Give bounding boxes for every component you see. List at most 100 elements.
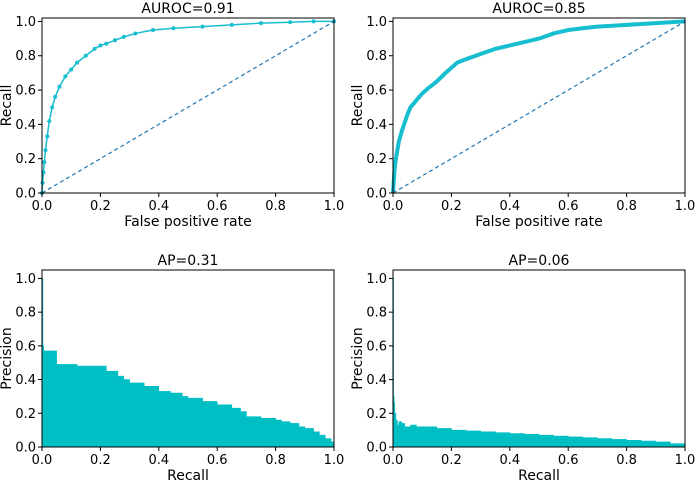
roc-point [45, 134, 50, 139]
roc-point [311, 19, 316, 24]
x-axis-label: Recall [167, 468, 209, 482]
roc-point [43, 148, 48, 153]
roc-point [92, 46, 97, 51]
x-tick-label: 0.6 [558, 453, 579, 468]
roc-point [50, 105, 55, 110]
roc-panel-right: 0.0 0.2 0.4 0.6 0.8 1.0 0.0 0.2 0.4 0.6 0.8 1.0 AURO… [350, 1, 695, 230]
y-tick-label: 1.0 [15, 15, 36, 30]
y-tick-label: 1.0 [366, 272, 387, 287]
x-tick-label: 0.0 [383, 199, 404, 214]
roc-point [171, 26, 176, 31]
x-tick-label: 0.0 [383, 453, 404, 468]
y-axis-label: Recall [0, 85, 15, 127]
y-tick-label: 0.0 [15, 441, 36, 456]
y-tick-label: 0.2 [15, 407, 36, 422]
roc-point [75, 60, 80, 65]
roc-point [150, 28, 155, 33]
roc-point [200, 24, 205, 29]
roc-panel-left: 0.0 0.2 0.4 0.6 0.8 1.0 0.0 0.2 0.4 0.6 0.8 1.0 AURO… [0, 1, 344, 230]
y-tick-label: 0.4 [366, 118, 387, 133]
y-tick-label: 0.8 [366, 306, 387, 321]
x-tick-label: 0.0 [32, 453, 53, 468]
axes-frame [392, 269, 686, 448]
roc-curve-line [391, 19, 686, 194]
y-axis-label: Recall [350, 85, 366, 127]
x-tick-label: 1.0 [675, 453, 696, 468]
x-tick-label: 0.2 [90, 199, 111, 214]
roc-point [47, 118, 52, 123]
panel-title: AUROC=0.85 [492, 1, 585, 17]
y-tick-label: 0.2 [366, 152, 387, 167]
roc-point [98, 43, 103, 48]
y-tick-label: 0.2 [15, 152, 36, 167]
pr-area-series [392, 278, 686, 448]
roc-point [104, 41, 109, 46]
roc-point [42, 160, 47, 165]
roc-point [57, 84, 62, 89]
chance-diagonal-line [41, 20, 335, 194]
y-tick-label: 1.0 [15, 272, 36, 287]
axes-frame [41, 269, 335, 448]
x-tick-label: 0.8 [616, 199, 637, 214]
panel-title: AP=0.06 [509, 253, 570, 269]
x-tick-label: 0.4 [148, 199, 169, 214]
y-tick-label: 0.0 [366, 441, 387, 456]
x-tick-label: 1.0 [675, 199, 696, 214]
y-tick-label: 0.4 [15, 373, 36, 388]
y-tick-label: 0.6 [15, 84, 36, 99]
pr-panel-right: 0.0 0.2 0.4 0.6 0.8 1.0 0.0 0.2 0.4 0.6 0.8 1.0 AP=0… [350, 253, 695, 482]
x-tick-label: 0.6 [558, 199, 579, 214]
y-tick-label: 0.0 [366, 187, 387, 202]
y-tick-label: 1.0 [366, 15, 387, 30]
x-axis-label: False positive rate [475, 214, 602, 230]
pr-panel-left: 0.0 0.2 0.4 0.6 0.8 1.0 0.0 0.2 0.4 0.6 0.8 1.0 AP=0… [0, 253, 344, 482]
axes-frame [392, 17, 686, 194]
roc-point [53, 94, 58, 99]
y-tick-label: 0.6 [366, 84, 387, 99]
y-axis-label: Precision [0, 327, 15, 389]
y-tick-label: 0.0 [15, 187, 36, 202]
roc-point [259, 21, 263, 26]
roc-point [63, 74, 68, 79]
x-tick-label: 0.6 [207, 199, 228, 214]
y-tick-label: 0.2 [366, 407, 387, 422]
x-tick-label: 0.8 [265, 453, 286, 468]
x-tick-label: 0.6 [207, 453, 228, 468]
y-axis-label: Precision [350, 327, 366, 389]
x-tick-label: 1.0 [324, 199, 345, 214]
roc-point [69, 67, 74, 72]
y-tick-label: 0.8 [366, 49, 387, 64]
x-tick-label: 0.2 [90, 453, 111, 468]
y-tick-label: 0.4 [366, 373, 387, 388]
roc-point [288, 20, 293, 25]
panel-title: AP=0.31 [158, 253, 219, 269]
x-axis-label: Recall [518, 468, 560, 482]
roc-point [121, 34, 126, 39]
y-tick-label: 0.4 [15, 118, 36, 133]
x-tick-label: 0.8 [265, 199, 286, 214]
roc-point [133, 31, 138, 36]
x-tick-label: 0.2 [441, 453, 462, 468]
x-tick-label: 0.4 [499, 453, 520, 468]
roc-curve-line [41, 20, 334, 194]
x-tick-label: 0.8 [616, 453, 637, 468]
roc-point [40, 180, 45, 185]
chance-diagonal-line [392, 20, 686, 194]
panel-title: AUROC=0.91 [141, 1, 234, 17]
x-tick-label: 0.0 [32, 199, 53, 214]
x-tick-label: 0.2 [441, 199, 462, 214]
x-axis-label: False positive rate [124, 214, 251, 230]
y-tick-label: 0.8 [15, 306, 36, 321]
x-tick-label: 0.4 [148, 453, 169, 468]
y-tick-label: 0.6 [15, 339, 36, 354]
pr-area-series [41, 278, 335, 448]
x-tick-label: 1.0 [324, 453, 345, 468]
roc-point [229, 22, 234, 27]
roc-point [83, 53, 88, 58]
x-tick-label: 0.4 [499, 199, 520, 214]
y-tick-label: 0.8 [15, 49, 36, 64]
axes-frame [41, 17, 335, 194]
roc-point [113, 38, 117, 43]
y-tick-label: 0.6 [366, 339, 387, 354]
